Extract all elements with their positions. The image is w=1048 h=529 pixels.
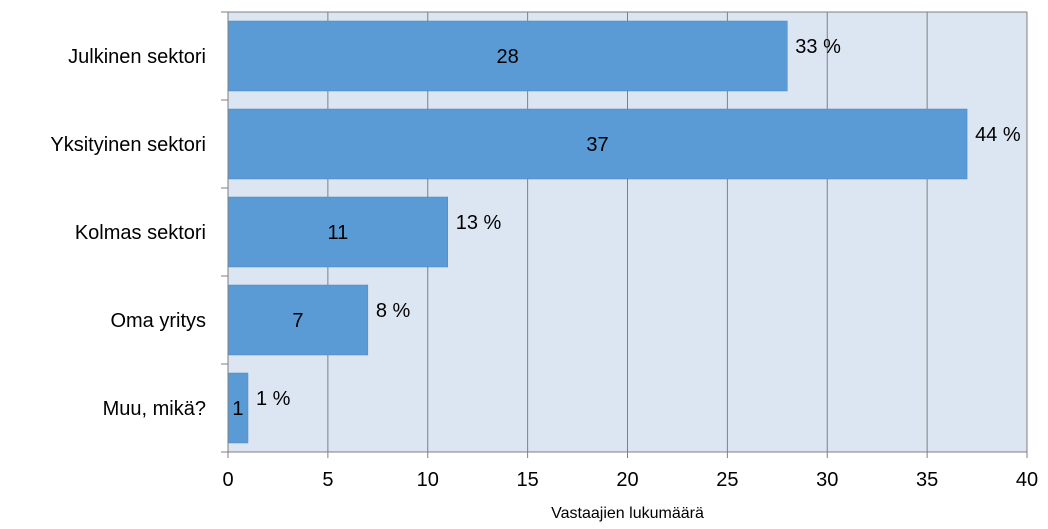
- bar-value-label: 28: [497, 46, 519, 68]
- labels: 28 33 % Julkinen sektori 37 44 % Yksityinen s…: [50, 36, 1021, 420]
- bar-value-label: 11: [327, 222, 348, 244]
- x-tick-label: 30: [816, 469, 838, 491]
- bar-percent-label: 13 %: [456, 212, 502, 234]
- bar-percent-label: 1 %: [256, 388, 291, 410]
- bar-percent-label: 8 %: [376, 300, 411, 322]
- bar: [227, 284, 369, 356]
- x-tick-label: 10: [417, 469, 439, 491]
- category-label: Oma yritys: [110, 310, 206, 332]
- x-tick-label: 25: [716, 469, 738, 491]
- x-tick-label: 5: [322, 469, 333, 491]
- category-label: Muu, mikä?: [103, 398, 206, 420]
- category-label: Kolmas sektori: [75, 222, 206, 244]
- x-tick-label: 0: [222, 469, 233, 491]
- category-label: Julkinen sektori: [68, 46, 206, 68]
- bars: [227, 20, 968, 444]
- bar-value-label: 1: [232, 398, 243, 420]
- category-label: Yksityinen sektori: [50, 134, 206, 156]
- bar-percent-label: 44 %: [975, 124, 1021, 146]
- x-tick-label: 15: [517, 469, 539, 491]
- x-tick-label: 35: [916, 469, 938, 491]
- bar-value-label: 7: [292, 310, 303, 332]
- axes: 0 5 10 15 20 25 30 35 40: [221, 11, 1038, 491]
- x-tick-label: 20: [616, 469, 638, 491]
- bar-value-label: 37: [586, 134, 608, 156]
- bar: [227, 108, 968, 180]
- x-axis-title: Vastaajien lukumäärä: [551, 505, 704, 522]
- bar: [227, 20, 788, 92]
- x-tick-label: 40: [1016, 469, 1038, 491]
- bar-percent-label: 33 %: [795, 36, 841, 58]
